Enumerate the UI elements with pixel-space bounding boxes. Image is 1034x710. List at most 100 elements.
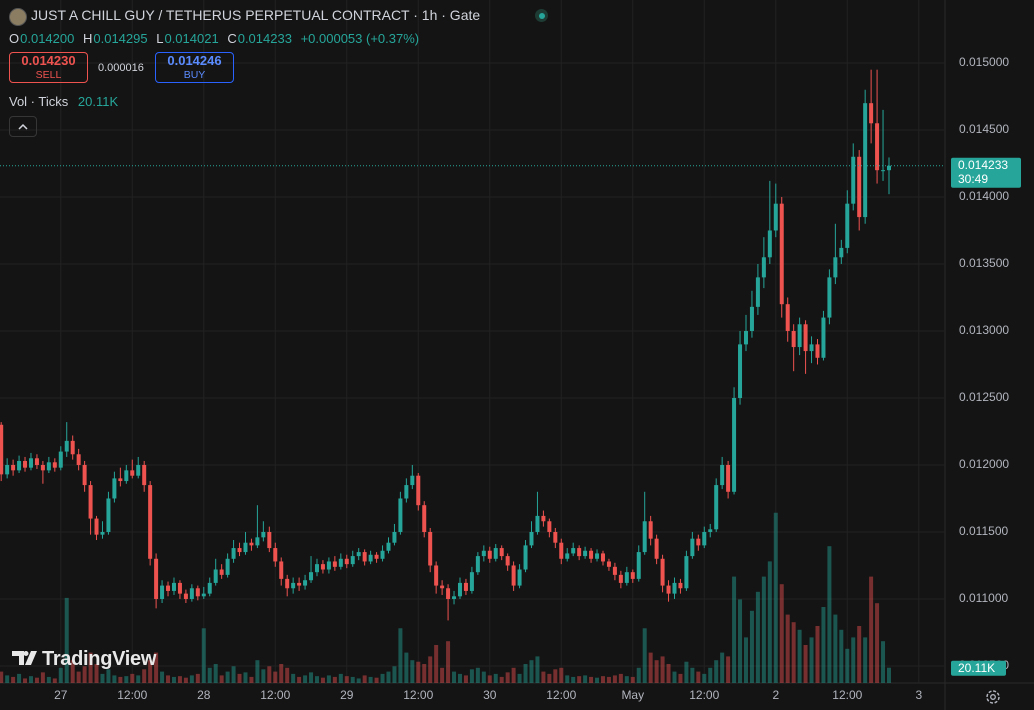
volume-bar	[231, 666, 236, 683]
volume-bar	[40, 672, 45, 683]
volume-bar	[285, 667, 290, 683]
candle-body	[166, 585, 171, 591]
candle-body	[642, 521, 647, 553]
candle-body	[267, 531, 272, 549]
volume-bar	[886, 667, 891, 683]
x-tick-label: 12:00	[403, 688, 433, 702]
volume-bar	[702, 673, 707, 683]
volume-bar	[291, 673, 296, 683]
volume-bar	[350, 676, 355, 683]
candle-body	[726, 464, 731, 492]
candle-body	[612, 566, 617, 575]
candle-body	[791, 330, 796, 348]
candle-body	[344, 558, 349, 565]
x-tick-label: 30	[483, 688, 497, 702]
volume-bar	[714, 660, 719, 683]
volume-bar	[392, 666, 397, 683]
volume-bar	[88, 652, 93, 683]
volume-bar	[839, 629, 844, 683]
volume-bar	[642, 628, 647, 683]
volume-bar	[523, 664, 528, 683]
candle-body	[303, 580, 308, 586]
candle-body	[440, 585, 445, 589]
ohlc-key: O	[9, 31, 20, 46]
volume-bar	[583, 675, 588, 683]
candle-body	[148, 485, 153, 559]
candle-body	[761, 257, 766, 278]
candle-body	[160, 585, 165, 599]
candle-body	[201, 593, 206, 597]
volume-bar	[529, 660, 534, 683]
volume-bar	[314, 676, 319, 683]
candle-body	[332, 561, 337, 567]
candle-body	[52, 462, 57, 468]
volume-bar	[374, 677, 379, 683]
candle-body	[541, 515, 546, 522]
volume-bar	[547, 673, 552, 683]
buy-button[interactable]: 0.014246 BUY	[155, 52, 234, 83]
gear	[986, 690, 1000, 704]
candle-body	[297, 582, 302, 586]
candle-body	[636, 552, 641, 579]
volume-bar	[434, 645, 439, 683]
volume-bar	[422, 664, 427, 683]
candle-layer	[0, 69, 891, 621]
candle-body	[314, 564, 319, 573]
candle-body	[100, 531, 105, 535]
candle-body	[5, 464, 10, 475]
volume-legend: Vol · Ticks 20.11K	[9, 94, 118, 109]
volume-bar	[452, 671, 457, 683]
volume-bar	[154, 652, 159, 683]
collapse-button[interactable]	[9, 116, 37, 137]
candle-body	[815, 344, 820, 358]
volume-bar	[732, 576, 737, 683]
candle-body	[398, 498, 403, 532]
volume-bar	[398, 628, 403, 683]
candle-body	[696, 538, 701, 546]
volume-bar	[368, 676, 373, 683]
candle-body	[553, 531, 558, 543]
volume-bar	[481, 671, 486, 683]
volume-bar	[386, 671, 391, 683]
y-tick-label: 0.013500	[959, 256, 1009, 270]
candle-body	[833, 257, 838, 278]
status-dot	[535, 9, 548, 22]
candle-body	[857, 156, 862, 218]
volume-bar	[696, 671, 701, 683]
candle-body	[213, 569, 218, 583]
candle-body	[23, 460, 28, 468]
volume-bar	[118, 676, 123, 683]
candle-body	[64, 440, 69, 452]
volume-bar	[28, 676, 33, 683]
volume-bar	[857, 626, 862, 683]
candle-body	[249, 542, 254, 546]
volume-bar	[17, 673, 22, 683]
volume-bar	[851, 637, 856, 683]
ohlc-key: C	[227, 31, 237, 46]
volume-bar	[833, 614, 838, 683]
sell-button[interactable]: 0.014230 SELL	[9, 52, 88, 83]
candle-body	[28, 458, 33, 468]
volume-bar	[600, 676, 605, 683]
volume-bar	[255, 660, 260, 683]
volume-bar	[517, 673, 522, 683]
candle-body	[827, 277, 832, 318]
candle-body	[207, 582, 212, 594]
candle-body	[392, 531, 397, 543]
candle-body	[684, 556, 689, 589]
x-tick-label: 28	[197, 688, 211, 702]
y-tick-label: 0.012500	[959, 390, 1009, 404]
settings-icon[interactable]	[984, 688, 1002, 706]
candle-body	[255, 537, 260, 546]
candle-body	[189, 588, 194, 599]
volume-bar	[738, 599, 743, 683]
candle-body	[749, 306, 754, 331]
volume-bar	[881, 641, 886, 683]
last-volume-label: 20.11K	[958, 661, 995, 675]
candle-body	[320, 564, 325, 570]
x-tick-label: 12:00	[117, 688, 147, 702]
candle-body	[11, 464, 16, 471]
sell-price: 0.014230	[21, 53, 76, 68]
candle-body	[559, 542, 564, 559]
volume-bar	[475, 667, 480, 683]
